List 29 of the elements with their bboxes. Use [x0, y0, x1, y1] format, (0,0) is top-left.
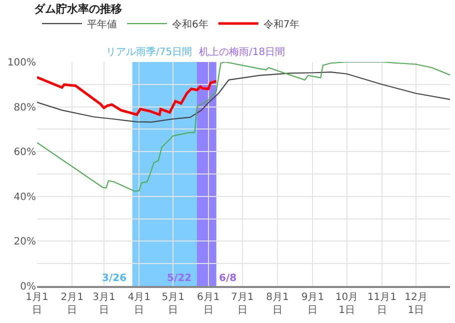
- y-tick-label: 80%: [14, 102, 36, 114]
- x-tick-label: 3月1 日: [92, 292, 116, 316]
- chart-title: ダム貯水率の推移: [34, 2, 122, 16]
- y-tick-label: 60%: [14, 147, 36, 158]
- x-tick-label: 8月1 日: [266, 292, 289, 316]
- legend-label: 令和6年: [172, 18, 208, 30]
- y-tick-label: 40%: [14, 192, 36, 203]
- x-tick-label: 4月1 日: [128, 292, 150, 316]
- annotation: 3/26: [102, 273, 127, 284]
- y-tick-label: 20%: [14, 236, 36, 248]
- x-tick-label: 9月1 日: [301, 292, 324, 316]
- x-tick-label: 7月1 日: [231, 292, 254, 316]
- x-tick-label: 1月1 日: [26, 292, 48, 316]
- line-series: [37, 72, 450, 123]
- band-label: リアル雨季/75日間: [106, 46, 192, 58]
- band-label: 机上の梅雨/18日間: [199, 46, 286, 58]
- x-tick-label: 5月1 日: [162, 292, 185, 316]
- x-tick-label: 10月 1日: [335, 292, 358, 316]
- x-tick-label: 11月1 日: [367, 292, 396, 316]
- line-series: [37, 76, 218, 116]
- y-tick-label: 100%: [7, 58, 36, 68]
- y-tick-label: 0%: [20, 282, 36, 292]
- x-tick-label: 12月 1日: [404, 292, 428, 316]
- legend-label: 令和7年: [263, 18, 300, 30]
- line-series: [37, 62, 450, 192]
- annotation: 6/8: [219, 273, 237, 284]
- x-tick-label: 2月1 日: [60, 292, 84, 316]
- x-tick-label: 6月1 日: [196, 292, 220, 316]
- legend-label: 平年値: [87, 18, 117, 30]
